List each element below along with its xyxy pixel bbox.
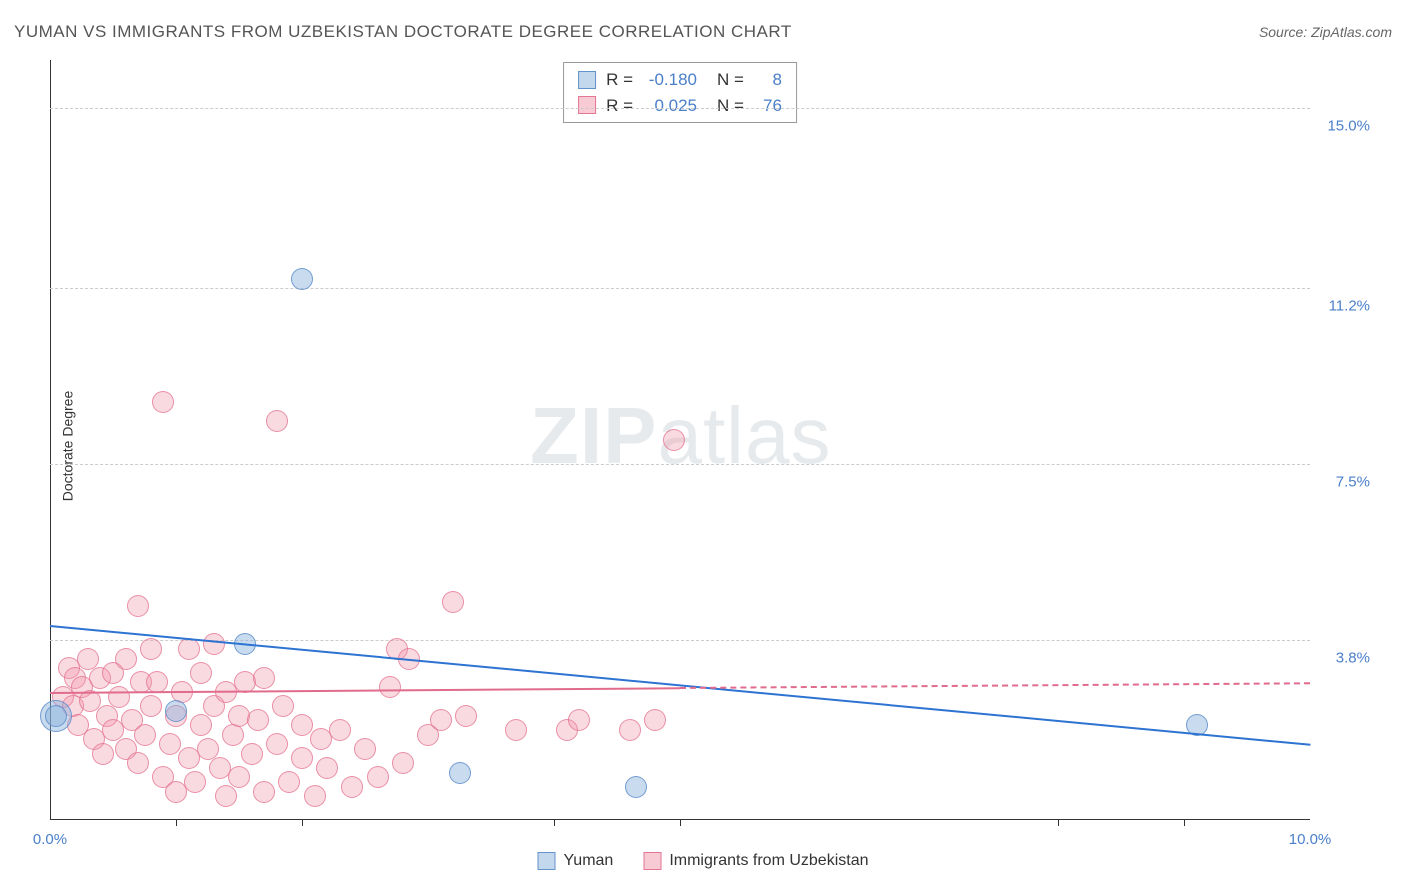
data-point-uzbek — [253, 781, 275, 803]
data-point-uzbek — [178, 638, 200, 660]
y-tick-label: 15.0% — [1327, 117, 1370, 134]
data-point-uzbek — [568, 709, 590, 731]
chart-title: YUMAN VS IMMIGRANTS FROM UZBEKISTAN DOCT… — [14, 22, 792, 42]
data-point-uzbek — [341, 776, 363, 798]
data-point-uzbek — [108, 686, 130, 708]
data-point-uzbek — [455, 705, 477, 727]
swatch-pink-icon — [643, 852, 661, 870]
data-point-uzbek — [228, 766, 250, 788]
x-tick — [176, 820, 177, 826]
x-tick — [1184, 820, 1185, 826]
x-tick — [302, 820, 303, 826]
y-tick-label: 7.5% — [1336, 473, 1370, 490]
stats-box: R = -0.180 N = 8 R = 0.025 N = 76 — [563, 62, 797, 123]
data-point-uzbek — [184, 771, 206, 793]
legend-item-uzbek: Immigrants from Uzbekistan — [643, 852, 868, 870]
data-point-uzbek — [241, 743, 263, 765]
n-value-yuman: 8 — [754, 67, 782, 93]
data-point-yuman — [291, 268, 313, 290]
data-point-uzbek — [115, 648, 137, 670]
data-point-uzbek — [190, 662, 212, 684]
data-point-uzbek — [644, 709, 666, 731]
chart-header: YUMAN VS IMMIGRANTS FROM UZBEKISTAN DOCT… — [14, 22, 1392, 42]
stats-row-yuman: R = -0.180 N = 8 — [578, 67, 782, 93]
x-tick — [680, 820, 681, 826]
swatch-pink-icon — [578, 96, 596, 114]
data-point-yuman — [449, 762, 471, 784]
data-point-uzbek — [304, 785, 326, 807]
trend-line — [680, 682, 1310, 689]
data-point-uzbek — [247, 709, 269, 731]
y-tick-label: 11.2% — [1329, 298, 1370, 315]
data-point-uzbek — [367, 766, 389, 788]
grid-line — [50, 108, 1310, 109]
swatch-blue-icon — [578, 71, 596, 89]
x-tick-label: 0.0% — [33, 831, 67, 848]
data-point-uzbek — [127, 595, 149, 617]
plot-area: ZIPatlas R = -0.180 N = 8 R = 0.025 N = … — [50, 60, 1310, 820]
data-point-uzbek — [77, 648, 99, 670]
data-point-uzbek — [392, 752, 414, 774]
data-point-uzbek — [253, 667, 275, 689]
x-tick — [554, 820, 555, 826]
data-point-uzbek — [197, 738, 219, 760]
data-point-uzbek — [316, 757, 338, 779]
data-point-uzbek — [203, 633, 225, 655]
data-point-uzbek — [140, 638, 162, 660]
data-point-uzbek — [291, 747, 313, 769]
data-point-uzbek — [329, 719, 351, 741]
data-point-uzbek — [140, 695, 162, 717]
data-point-uzbek — [663, 429, 685, 451]
n-value-uzbek: 76 — [754, 93, 782, 119]
data-point-uzbek — [190, 714, 212, 736]
data-point-uzbek — [159, 733, 181, 755]
data-point-uzbek — [266, 410, 288, 432]
data-point-uzbek — [266, 733, 288, 755]
stats-row-uzbek: R = 0.025 N = 76 — [578, 93, 782, 119]
legend-item-yuman: Yuman — [538, 852, 614, 870]
x-tick-label: 10.0% — [1289, 831, 1332, 848]
data-point-uzbek — [222, 724, 244, 746]
data-point-uzbek — [278, 771, 300, 793]
data-point-uzbek — [442, 591, 464, 613]
data-point-uzbek — [134, 724, 156, 746]
y-tick-label: 3.8% — [1336, 649, 1370, 666]
data-point-yuman — [165, 700, 187, 722]
data-point-yuman — [625, 776, 647, 798]
data-point-yuman — [45, 705, 67, 727]
x-tick — [1058, 820, 1059, 826]
data-point-uzbek — [215, 785, 237, 807]
grid-line — [50, 288, 1310, 289]
data-point-uzbek — [127, 752, 149, 774]
data-point-uzbek — [354, 738, 376, 760]
data-point-uzbek — [291, 714, 313, 736]
grid-line — [50, 464, 1310, 465]
data-point-uzbek — [272, 695, 294, 717]
chart-source: Source: ZipAtlas.com — [1259, 24, 1392, 40]
data-point-uzbek — [146, 671, 168, 693]
r-value-uzbek: 0.025 — [643, 93, 697, 119]
data-point-uzbek — [92, 743, 114, 765]
data-point-uzbek — [619, 719, 641, 741]
data-point-uzbek — [430, 709, 452, 731]
data-point-uzbek — [379, 676, 401, 698]
bottom-legend: Yuman Immigrants from Uzbekistan — [538, 852, 869, 870]
data-point-uzbek — [152, 391, 174, 413]
data-point-uzbek — [505, 719, 527, 741]
swatch-blue-icon — [538, 852, 556, 870]
r-value-yuman: -0.180 — [643, 67, 697, 93]
